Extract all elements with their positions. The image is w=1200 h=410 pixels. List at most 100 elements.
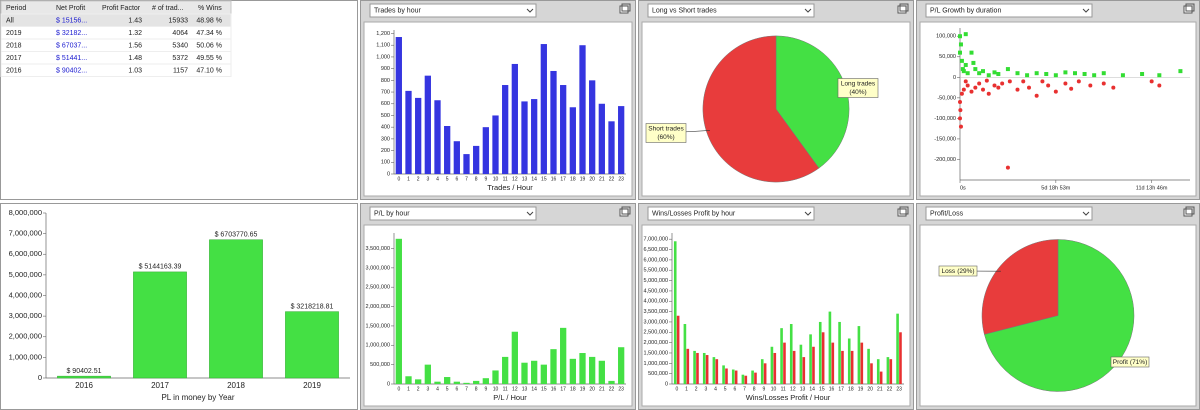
window-icon[interactable] (897, 5, 907, 14)
window-icon-back (1185, 206, 1195, 215)
bar (579, 45, 586, 174)
y-tick-label: 8,000,000 (9, 208, 42, 217)
value-label: $ 6703770.65 (215, 232, 258, 239)
window-icon[interactable] (1183, 208, 1193, 217)
x-tick-label: 10 (493, 386, 499, 392)
y-tick-label: 5,000,000 (644, 278, 668, 284)
y-tick-label: 2,000,000 (366, 304, 390, 310)
point (963, 32, 968, 37)
window-icon[interactable] (897, 208, 907, 217)
bar (424, 75, 431, 174)
bar (608, 121, 615, 174)
column-header: Net Profit (56, 5, 85, 12)
chart-selector[interactable] (369, 3, 537, 18)
y-tick-label: 300 (381, 136, 390, 142)
table-cell: 49.55 % (196, 55, 222, 62)
window-icon[interactable] (619, 208, 629, 217)
bar (453, 141, 460, 174)
point (1076, 79, 1081, 84)
bar (550, 349, 557, 384)
point (1040, 79, 1045, 84)
bar (502, 356, 509, 384)
x-tick-label: 18 (570, 176, 576, 182)
table-cell: 5340 (172, 42, 188, 49)
bar (531, 360, 538, 384)
y-tick-label: 800 (381, 78, 390, 84)
x-tick-label: 11 (781, 386, 786, 392)
bar (511, 63, 518, 174)
point (958, 50, 962, 55)
chart-selector[interactable] (647, 3, 815, 18)
point (977, 81, 982, 86)
x-tick-label: 17 (560, 176, 566, 182)
bar (860, 342, 864, 384)
bar (589, 356, 596, 384)
point (1063, 81, 1068, 86)
point (965, 83, 970, 88)
table-cell: 5372 (172, 55, 188, 62)
x-tick-label: 7 (743, 386, 746, 392)
table-cell: 2018 (6, 42, 22, 49)
bar (133, 271, 187, 379)
y-tick-label: 50,000 (939, 54, 956, 60)
chart-selector[interactable] (925, 3, 1093, 18)
point (1101, 71, 1106, 76)
y-tick-label: 5,500,000 (644, 268, 668, 274)
y-tick-label: 0 (953, 75, 956, 81)
window-icon-back (899, 3, 909, 12)
point (961, 69, 966, 74)
y-tick-label: 4,000,000 (644, 299, 668, 305)
x-tick-label: 12 (512, 386, 518, 392)
slice-value-label: (60%) (657, 134, 674, 141)
point (973, 85, 978, 90)
bar (702, 352, 706, 384)
point (1073, 71, 1077, 76)
bar (502, 85, 509, 174)
bar (444, 126, 451, 174)
x-tick-label: 5d 18h 53m (1041, 185, 1070, 191)
bar (473, 380, 480, 384)
bar (531, 99, 538, 174)
x-tick-label: 23 (896, 386, 902, 392)
point (1015, 87, 1020, 92)
point (958, 116, 962, 121)
bar (473, 145, 480, 174)
bar (405, 376, 412, 384)
x-tick-label: 14 (531, 176, 537, 182)
x-tick-label: 12 (512, 176, 518, 182)
chart-selector[interactable] (925, 206, 1093, 221)
slice-value: (71%) (1130, 359, 1147, 366)
y-tick-label: 600 (381, 101, 390, 107)
x-tick-label: 17 (560, 386, 566, 392)
bar (618, 106, 625, 174)
bar (734, 370, 738, 384)
point (1005, 67, 1010, 72)
point (1069, 86, 1074, 91)
window-icon[interactable] (1183, 5, 1193, 14)
chart-selector[interactable] (647, 206, 815, 221)
y-tick-label: 3,000,000 (644, 319, 668, 325)
chart-selector[interactable] (369, 206, 537, 221)
x-tick-label: 10 (493, 176, 499, 182)
chart-selector-label: Wins/Losses Profit by hour (652, 210, 736, 217)
y-tick-label: 5,000,000 (9, 270, 42, 279)
bar (763, 363, 767, 384)
bar (482, 127, 489, 174)
window-icon[interactable] (619, 5, 629, 14)
bar (870, 363, 873, 384)
x-tick-label: 21 (877, 386, 883, 392)
point (1111, 85, 1116, 90)
x-axis-title: PL in money by Year (161, 393, 234, 402)
bar (673, 241, 677, 384)
y-tick-label: 500 (381, 113, 390, 119)
table-cell: 47.34 % (196, 30, 222, 37)
bar (686, 348, 690, 384)
bar (696, 352, 699, 384)
table-cell: 1.32 (128, 30, 142, 37)
point (1053, 73, 1058, 78)
table-cell: 1.48 (128, 55, 142, 62)
point (992, 83, 997, 88)
point (1027, 85, 1031, 90)
bar (789, 324, 793, 384)
bar (405, 90, 412, 174)
